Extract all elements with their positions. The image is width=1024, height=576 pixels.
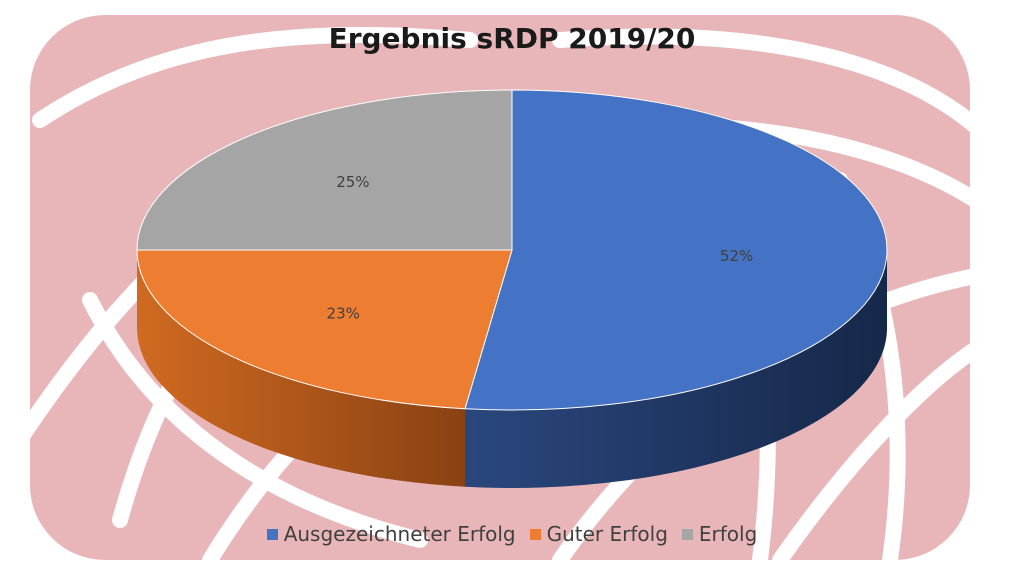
slice-erfolg — [136, 89, 513, 251]
data-label-erfolg: 25% — [336, 173, 369, 191]
legend-label: Guter Erfolg — [546, 522, 668, 546]
legend-label: Ausgezeichneter Erfolg — [283, 522, 516, 546]
slice-ausgezeichneter-erfolg-side — [465, 250, 887, 489]
data-label-guter-erfolg: 23% — [327, 304, 360, 322]
legend-label: Erfolg — [698, 522, 758, 546]
data-label-ausgezeichneter-erfolg: 52% — [720, 247, 753, 265]
pie-top — [136, 89, 888, 411]
pie-labels: 52% 23% 25% — [327, 173, 754, 322]
pie-sides — [137, 250, 887, 489]
slice-guter-erfolg — [136, 249, 513, 410]
slice-ausgezeichneter-erfolg — [464, 89, 888, 411]
legend-swatch-gray — [681, 528, 693, 540]
legend-swatch-orange — [529, 528, 541, 540]
legend-swatch-blue — [266, 528, 278, 540]
slice-guter-erfolg-side — [137, 250, 465, 487]
legend-item-erfolg: Erfolg — [681, 522, 758, 546]
legend-item-guter-erfolg: Guter Erfolg — [529, 522, 668, 546]
legend: Ausgezeichneter Erfolg Guter Erfolg Erfo… — [0, 522, 1024, 546]
legend-item-ausgezeichneter-erfolg: Ausgezeichneter Erfolg — [266, 522, 516, 546]
chart-title: Ergebnis sRDP 2019/20 — [329, 22, 696, 55]
